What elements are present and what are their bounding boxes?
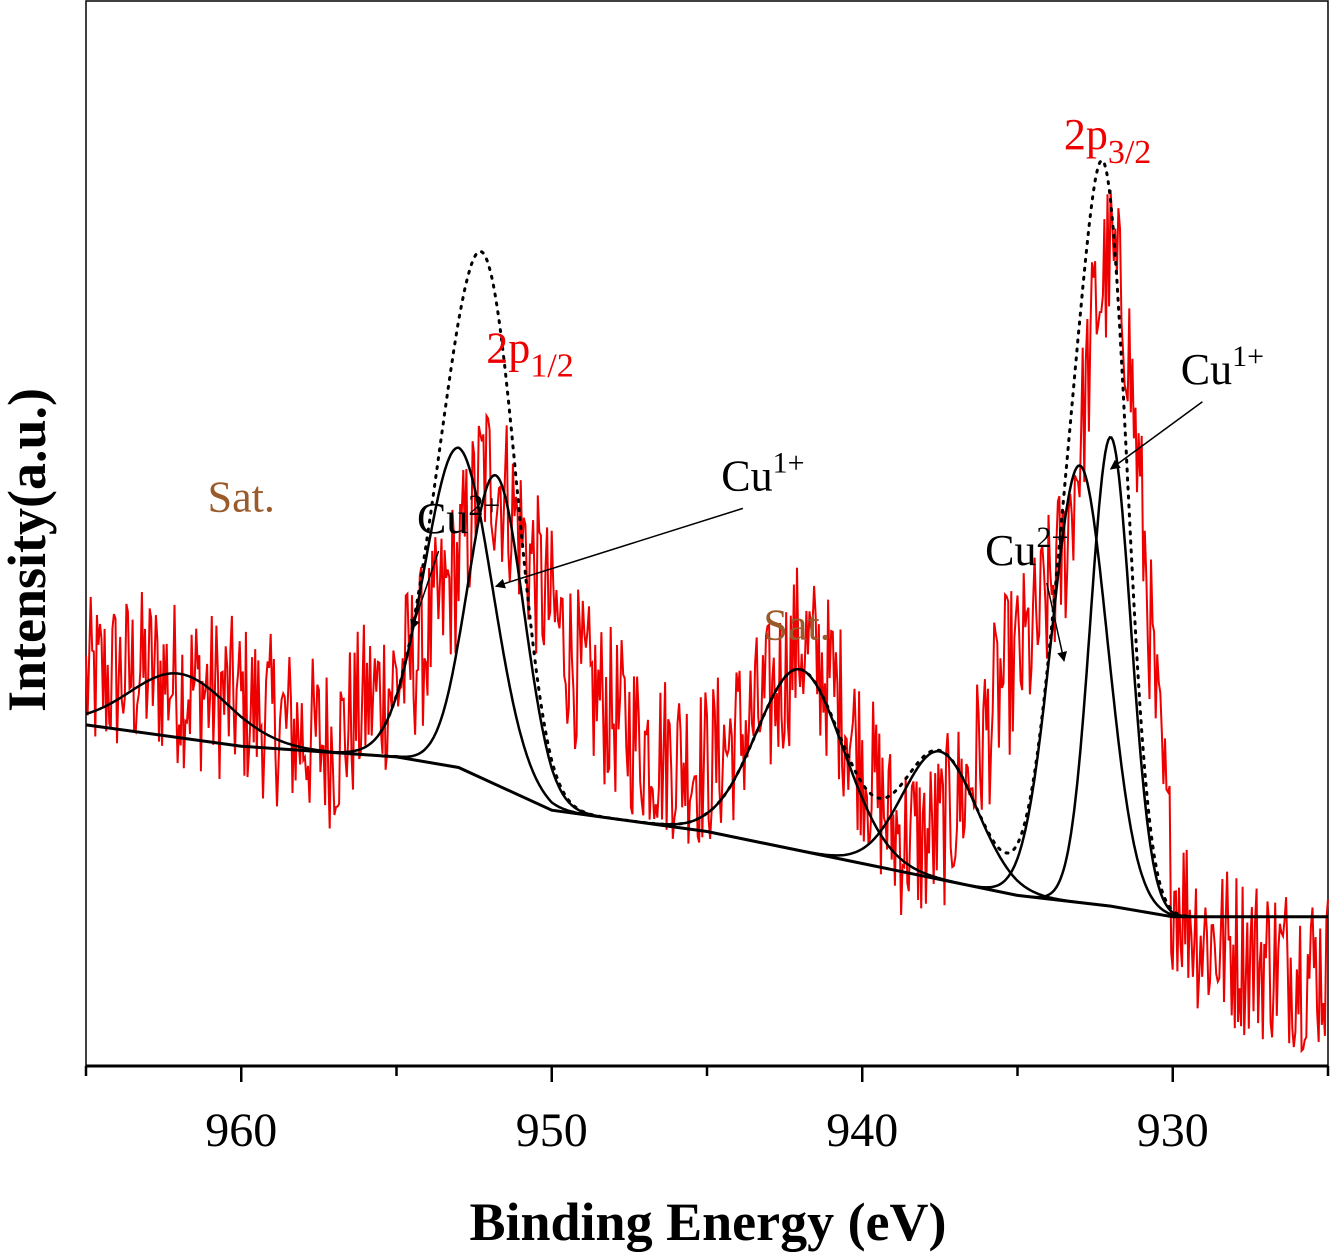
annotation-arrow xyxy=(1109,401,1203,470)
annotation-2p3-2: 2p3/2 xyxy=(1064,110,1151,171)
x-tick-label: 940 xyxy=(826,1104,898,1157)
annotation-superscript: 2+ xyxy=(1037,521,1069,554)
annotation-main-text: 2p xyxy=(1064,110,1108,159)
component-peak-cu1- xyxy=(370,473,622,821)
annotation-arrow xyxy=(494,507,744,589)
annotation-main-text: Cu xyxy=(417,494,468,543)
annotation-arrow xyxy=(410,550,440,630)
annotation-cu1-: Cu1+ xyxy=(1181,340,1264,394)
envelope-fit-line xyxy=(379,158,1190,918)
annotation-superscript: 2+ xyxy=(468,489,500,522)
annotation-main-text: Cu xyxy=(721,451,772,500)
annotation-main-text: Cu xyxy=(985,526,1036,575)
component-peak-cu1- xyxy=(1019,435,1202,918)
raw-spectrum-line xyxy=(85,189,1329,1054)
component-peak-sat- xyxy=(771,750,1108,907)
annotation-superscript: 1+ xyxy=(773,446,805,479)
x-tick-label: 960 xyxy=(205,1104,277,1157)
annotation-subscript: 3/2 xyxy=(1108,134,1151,171)
y-axis-title: Intensity(a.u.) xyxy=(0,388,57,712)
component-peak-sat- xyxy=(85,672,403,760)
annotation-arrow xyxy=(1046,582,1068,662)
annotation-main-text: Cu xyxy=(1181,345,1232,394)
raw-spectrum-layer xyxy=(85,189,1329,1054)
annotation-main-text: Sat. xyxy=(763,601,830,650)
fit-curves-layer xyxy=(85,158,1328,919)
annotation-sat-: Sat. xyxy=(208,473,275,522)
x-axis-title: Binding Energy (eV) xyxy=(469,1192,946,1252)
annotation-2p1-2: 2p1/2 xyxy=(486,323,573,384)
x-axis: 960 950 940 930 xyxy=(84,1064,1330,1157)
x-tick-label: 950 xyxy=(516,1104,588,1157)
annotation-cu1-: Cu1+ xyxy=(721,446,804,500)
component-peak-cu2- xyxy=(304,446,613,820)
annotation-sat-: Sat. xyxy=(763,601,830,650)
annotation-main-text: 2p xyxy=(486,323,530,372)
component-peak-cu2- xyxy=(953,464,1206,918)
annotation-cu2-: Cu2+ xyxy=(985,521,1068,575)
annotation-cu2-: Cu2+ xyxy=(417,489,500,543)
annotation-superscript: 1+ xyxy=(1232,340,1264,373)
x-tick-label: 930 xyxy=(1137,1104,1209,1157)
annotation-subscript: 1/2 xyxy=(530,347,573,384)
annotation-main-text: Sat. xyxy=(208,473,275,522)
